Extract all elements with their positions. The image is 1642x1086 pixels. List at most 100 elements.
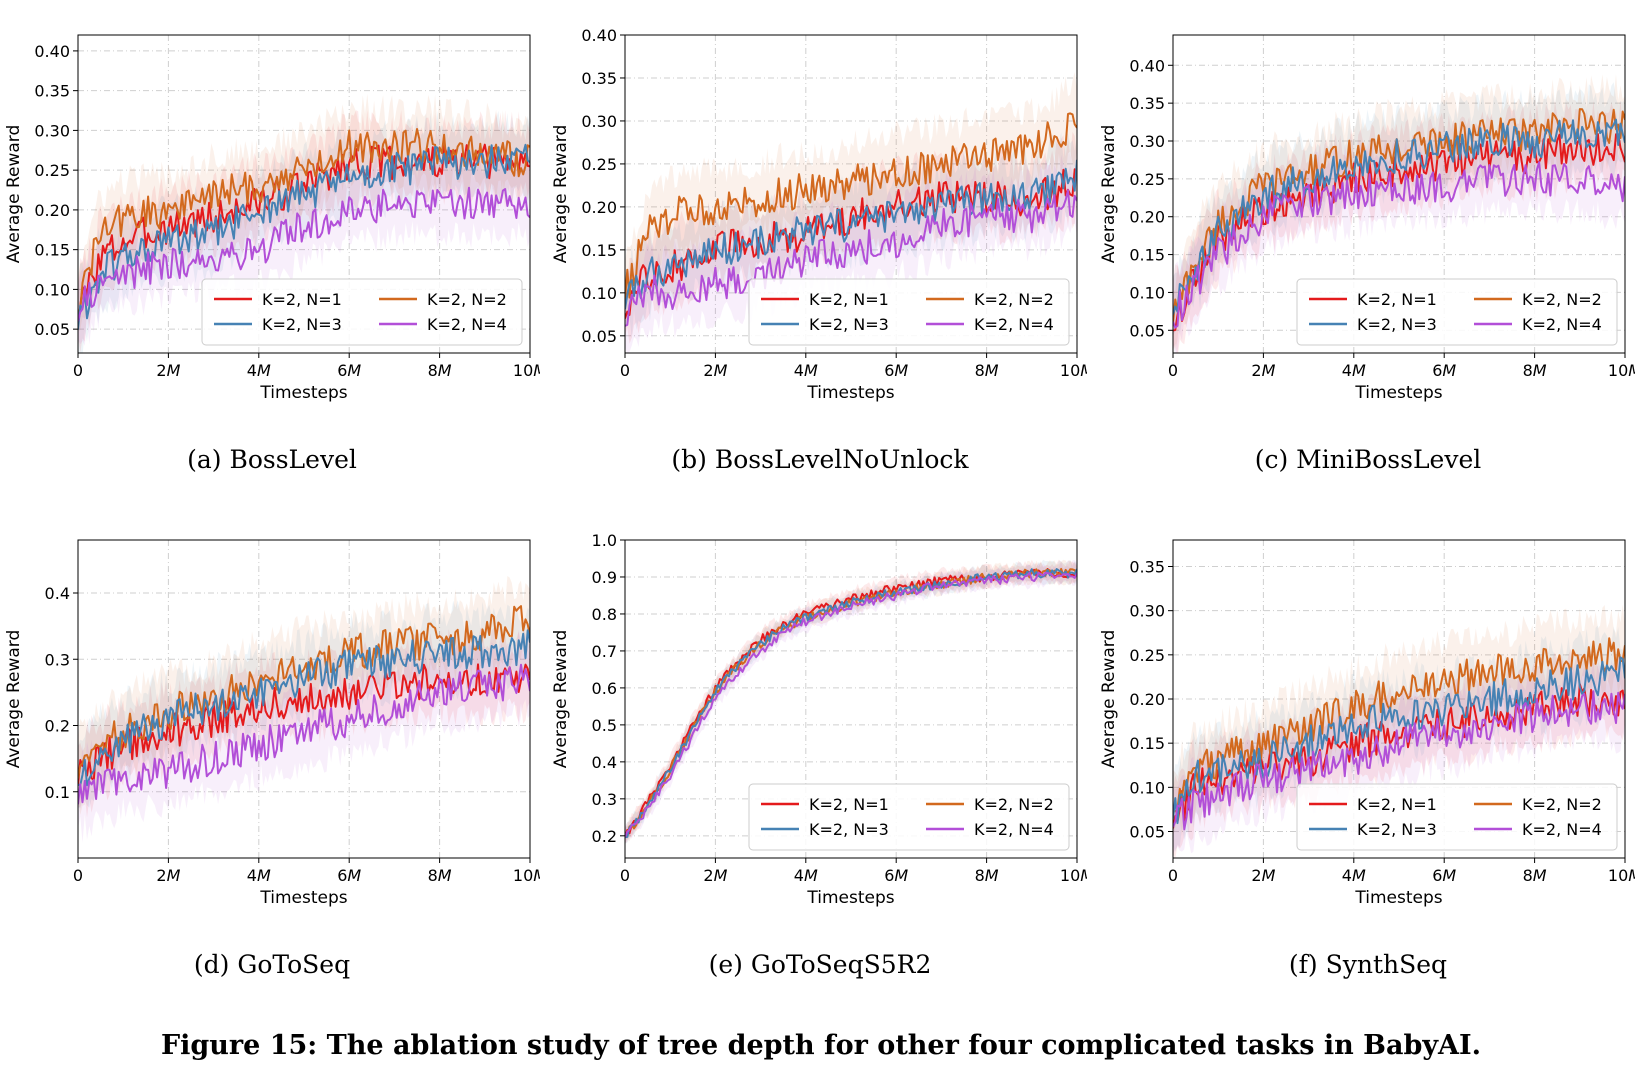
y-tick-label: 0.35 xyxy=(1129,558,1165,577)
y-tick-label: 0.2 xyxy=(45,717,70,736)
y-tick-label: 0.10 xyxy=(1129,778,1165,797)
plot-area xyxy=(1173,604,1625,858)
x-tick-label: 10M xyxy=(513,866,540,885)
series-line xyxy=(1173,118,1625,315)
x-tick-label: 0 xyxy=(620,866,630,885)
x-tick-label: 2M xyxy=(703,866,727,885)
y-tick-label: 0.7 xyxy=(592,642,617,661)
series-line xyxy=(1173,656,1625,825)
y-tick-label: 0.40 xyxy=(581,26,617,45)
y-tick-label: 0.25 xyxy=(1129,170,1165,189)
legend-label: K=2, N=3 xyxy=(1357,315,1437,334)
plot-area xyxy=(625,72,1077,353)
x-tick-label: 4M xyxy=(794,866,818,885)
plot-area xyxy=(1173,74,1625,353)
legend xyxy=(201,278,523,346)
y-axis-label: Average Reward xyxy=(551,125,571,264)
x-tick-label: 4M xyxy=(1342,361,1366,380)
series-band xyxy=(1173,127,1625,353)
y-tick-label: 0.10 xyxy=(581,284,617,303)
y-tick-label: 0.15 xyxy=(34,241,70,260)
legend-label: K=2, N=2 xyxy=(974,795,1054,814)
x-axis-label: Timesteps xyxy=(806,888,894,908)
y-tick-label: 0.20 xyxy=(581,198,617,217)
axes-frame xyxy=(77,34,531,354)
plot-area xyxy=(78,576,530,843)
y-tick-label: 0.9 xyxy=(592,568,617,587)
y-tick-label: 0.05 xyxy=(1129,823,1165,842)
x-tick-label: 6M xyxy=(884,361,908,380)
subplot-caption-c: (c) MiniBossLevel xyxy=(1254,445,1482,474)
series-line xyxy=(1173,683,1625,829)
y-tick-label: 0.30 xyxy=(1129,602,1165,621)
legend-label: K=2, N=2 xyxy=(1522,290,1602,309)
plot-area xyxy=(625,559,1077,844)
y-tick-label: 0.20 xyxy=(1129,690,1165,709)
subplot-caption-e: (e) GoToSeqS5R2 xyxy=(708,950,932,979)
series-line xyxy=(78,128,530,315)
plot-area xyxy=(78,93,530,353)
x-tick-label: 4M xyxy=(247,361,271,380)
y-tick-label: 0.3 xyxy=(45,650,70,669)
x-tick-label: 4M xyxy=(794,361,818,380)
y-tick-label: 0.10 xyxy=(1129,283,1165,302)
series-band xyxy=(625,131,1077,344)
series-band xyxy=(1173,100,1625,353)
y-tick-label: 1.0 xyxy=(592,531,617,550)
x-tick-label: 4M xyxy=(1342,866,1366,885)
x-axis-label: Timesteps xyxy=(259,383,347,403)
axes-frame xyxy=(624,34,1078,354)
subplot-caption-f: (f) SynthSeq xyxy=(1288,950,1448,979)
legend-label: K=2, N=3 xyxy=(1357,820,1437,839)
y-tick-label: 0.5 xyxy=(592,716,617,735)
legend-label: K=2, N=1 xyxy=(809,290,889,309)
legend-label: K=2, N=4 xyxy=(427,315,507,334)
y-tick-label: 0.25 xyxy=(34,161,70,180)
y-tick-label: 0.05 xyxy=(1129,321,1165,340)
chart-synthseq: 0.05 0.10 0.15 0.20 0.25 0.30 0.35 0 2M 4M 6M 8M 10M… xyxy=(1099,539,1635,908)
axes-frame xyxy=(624,539,1078,859)
subplot-caption-d: (d) GoToSeq xyxy=(193,950,351,979)
series-line xyxy=(625,159,1077,310)
x-tick-label: 8M xyxy=(975,866,999,885)
x-tick-label: 10M xyxy=(1060,361,1087,380)
legend xyxy=(748,278,1070,346)
x-axis-label: Timesteps xyxy=(1354,888,1442,908)
x-tick-label: 2M xyxy=(156,866,180,885)
legend-label: K=2, N=4 xyxy=(1522,820,1602,839)
x-axis-label: Timesteps xyxy=(259,888,347,908)
series-line xyxy=(625,571,1077,838)
series-band xyxy=(78,627,530,818)
y-tick-label: 0.4 xyxy=(45,584,70,603)
legend-label: K=2, N=1 xyxy=(1357,290,1437,309)
y-tick-label: 0.1 xyxy=(45,783,70,802)
x-tick-label: 10M xyxy=(1608,361,1635,380)
x-tick-label: 10M xyxy=(513,361,540,380)
x-tick-label: 2M xyxy=(1251,361,1275,380)
legend-label: K=2, N=2 xyxy=(427,290,507,309)
y-tick-label: 0.3 xyxy=(592,790,617,809)
series-band xyxy=(78,93,530,332)
x-tick-label: 4M xyxy=(247,866,271,885)
x-tick-label: 6M xyxy=(884,866,908,885)
x-tick-label: 8M xyxy=(428,866,452,885)
legend-label: K=2, N=2 xyxy=(1522,795,1602,814)
series-line xyxy=(78,663,530,805)
series-band xyxy=(625,72,1077,324)
x-tick-label: 0 xyxy=(1168,866,1178,885)
y-tick-label: 0.30 xyxy=(1129,132,1165,151)
chart-gotoseqs5r2: 0.2 0.3 0.4 0.5 0.6 0.7 0.8 0.9 1.0 0 2M 4M 6M 8M 10M T… xyxy=(551,531,1087,908)
legend-label: K=2, N=3 xyxy=(809,315,889,334)
series-line xyxy=(1173,690,1625,831)
y-tick-label: 0.8 xyxy=(592,605,617,624)
x-tick-label: 8M xyxy=(428,361,452,380)
series-band xyxy=(78,110,530,353)
x-tick-label: 6M xyxy=(337,361,361,380)
subplot-caption-a: (a) BossLevel xyxy=(187,445,357,474)
legend-label: K=2, N=1 xyxy=(809,795,889,814)
x-tick-label: 6M xyxy=(1432,866,1456,885)
series-line xyxy=(1173,637,1625,813)
x-tick-label: 6M xyxy=(1432,361,1456,380)
y-tick-label: 0.20 xyxy=(34,201,70,220)
legend xyxy=(1296,783,1618,851)
